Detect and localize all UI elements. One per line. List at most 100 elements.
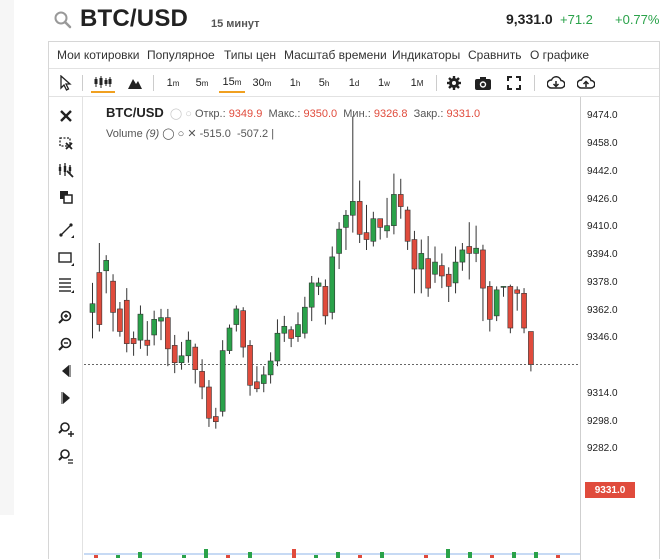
candle-body bbox=[103, 260, 110, 272]
fullscreen-icon[interactable] bbox=[504, 73, 524, 93]
high-label: Макс.: bbox=[268, 108, 301, 120]
candle-body bbox=[418, 253, 425, 270]
close-label: Закр.: bbox=[413, 108, 444, 120]
candle-body bbox=[274, 332, 281, 362]
scroll-left-icon[interactable] bbox=[57, 362, 75, 380]
candle-body bbox=[240, 310, 246, 348]
candles-icon[interactable] bbox=[91, 73, 115, 93]
candle-body bbox=[281, 325, 288, 334]
open-value: 9349.9 bbox=[228, 108, 263, 120]
toolbar-separator bbox=[82, 75, 83, 91]
menu-popular[interactable]: Популярное bbox=[147, 48, 215, 62]
reset-zoom-icon[interactable] bbox=[57, 447, 75, 465]
candle-body bbox=[295, 324, 301, 337]
volume-bar bbox=[534, 552, 538, 558]
zoom-in-icon[interactable] bbox=[57, 308, 75, 326]
volume-bar bbox=[248, 552, 252, 558]
menu-indicators[interactable]: Индикаторы bbox=[392, 48, 461, 62]
candle-body bbox=[493, 289, 500, 317]
scroll-right-icon[interactable] bbox=[57, 389, 75, 407]
candle-body bbox=[192, 346, 199, 370]
price-axis-tick: 9394.0 bbox=[587, 249, 618, 261]
candle-body bbox=[89, 303, 96, 313]
upload-icon[interactable] bbox=[576, 73, 596, 93]
zoom-area-in-icon[interactable] bbox=[57, 420, 75, 438]
candlestick-chart[interactable] bbox=[84, 97, 580, 560]
download-icon[interactable] bbox=[546, 73, 566, 93]
cursor-icon[interactable] bbox=[57, 73, 73, 93]
toolbar-separator bbox=[534, 75, 535, 91]
volume-bar bbox=[336, 552, 340, 558]
price-axis-tick: 9442.0 bbox=[587, 165, 618, 177]
trend-line-icon[interactable] bbox=[57, 221, 75, 239]
candle-body bbox=[110, 280, 116, 313]
timeframe-30m[interactable]: 30 m bbox=[252, 77, 272, 89]
menu-time-scale[interactable]: Масштаб времени bbox=[284, 48, 387, 62]
candle-body bbox=[384, 225, 390, 232]
remove-drawings-icon[interactable] bbox=[57, 134, 75, 152]
volume-bar bbox=[490, 555, 494, 558]
search-icon[interactable] bbox=[53, 10, 73, 30]
volume-settings-icon[interactable]: ◯ ○ ✕ bbox=[162, 128, 197, 140]
candle-body bbox=[439, 265, 445, 277]
candle-body bbox=[151, 319, 157, 336]
candle-body bbox=[165, 317, 171, 350]
candle-body bbox=[404, 209, 411, 242]
zoom-out-icon[interactable] bbox=[57, 335, 75, 353]
candle-body bbox=[117, 308, 123, 332]
menu-price-types[interactable]: Типы цен bbox=[224, 48, 277, 62]
volume-bar bbox=[424, 555, 428, 558]
volume-bar bbox=[182, 555, 186, 558]
candle-body bbox=[480, 249, 486, 289]
fibonacci-icon[interactable] bbox=[57, 276, 75, 294]
close-icon[interactable] bbox=[57, 107, 75, 125]
candle-body bbox=[137, 313, 144, 341]
candle-body bbox=[452, 261, 459, 284]
candle-body bbox=[96, 272, 103, 325]
price-chart[interactable]: BTC/USD ◯ ○ Откр.: 9349.9 Макс.: 9350.0 … bbox=[84, 97, 580, 560]
menu-compare[interactable]: Сравнить bbox=[468, 48, 522, 62]
volume-bar bbox=[226, 555, 230, 558]
price-axis-tick: 9346.0 bbox=[587, 332, 618, 344]
price-axis-tick: 9282.0 bbox=[587, 443, 618, 455]
toolbar-separator bbox=[436, 75, 437, 91]
volume-bar bbox=[314, 555, 318, 558]
timeframe-15m[interactable]: 15 m bbox=[219, 73, 245, 93]
settings-gear-icon[interactable] bbox=[444, 73, 464, 93]
candle-body bbox=[302, 306, 308, 334]
candle-body bbox=[425, 258, 431, 289]
price-axis[interactable]: 9331.0 9474.0 9458.0 9442.0 9426.0 9410.0 939… bbox=[580, 97, 659, 560]
volume-param: (9) bbox=[145, 128, 160, 140]
rectangle-icon[interactable] bbox=[57, 249, 75, 267]
volume-bar bbox=[446, 549, 450, 558]
candle-body bbox=[445, 273, 452, 287]
candle-body bbox=[411, 239, 418, 270]
menu-about-chart[interactable]: О графике bbox=[530, 48, 590, 62]
area-chart-icon[interactable] bbox=[125, 73, 145, 93]
low-label: Мин.: bbox=[343, 108, 371, 120]
volume-bar bbox=[138, 552, 142, 558]
volume-label: Volume bbox=[106, 128, 143, 140]
camera-icon[interactable] bbox=[473, 73, 493, 93]
candle-body bbox=[123, 299, 130, 344]
price-axis-tick: 9378.0 bbox=[587, 276, 618, 288]
clone-icon[interactable] bbox=[57, 188, 75, 206]
candle-body bbox=[206, 386, 212, 419]
price-axis-tick: 9458.0 bbox=[587, 138, 618, 150]
menu-my-quotes[interactable]: Мои котировки bbox=[57, 48, 140, 62]
last-price: 9,331.0 bbox=[506, 11, 553, 27]
interval-label: 15 минут bbox=[211, 18, 260, 30]
visibility-eye-icon[interactable]: ◯ ○ bbox=[166, 108, 192, 120]
candle-body bbox=[315, 282, 322, 287]
magnet-icon[interactable] bbox=[57, 161, 75, 179]
volume-bar bbox=[380, 552, 384, 558]
quote-header: BTC/USD 15 минут 9,331.0 +71.2 +0.77% bbox=[48, 4, 660, 38]
